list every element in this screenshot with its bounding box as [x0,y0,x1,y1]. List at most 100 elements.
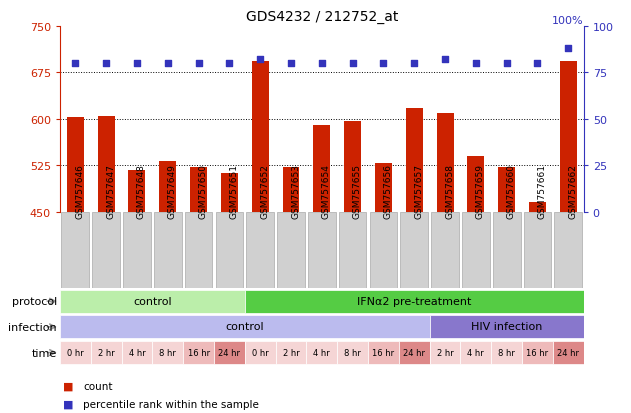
FancyBboxPatch shape [461,341,492,364]
Text: 4 hr: 4 hr [129,348,145,357]
Text: time: time [32,348,57,358]
Text: 8 hr: 8 hr [498,348,515,357]
Text: 2 hr: 2 hr [98,348,115,357]
Bar [375,164,392,212]
Text: GSM757651: GSM757651 [230,164,239,218]
FancyBboxPatch shape [152,341,183,364]
Point [440,57,450,64]
Bar [529,202,546,212]
FancyBboxPatch shape [339,212,367,289]
Text: GSM757652: GSM757652 [260,164,269,218]
Point [286,61,296,67]
Text: GSM757650: GSM757650 [199,164,208,218]
Bar [283,168,300,212]
Text: 0 hr: 0 hr [67,348,84,357]
Text: 0 hr: 0 hr [252,348,269,357]
Text: 24 hr: 24 hr [403,348,425,357]
FancyBboxPatch shape [368,341,399,364]
Text: 4 hr: 4 hr [314,348,330,357]
FancyBboxPatch shape [276,341,307,364]
FancyBboxPatch shape [183,341,214,364]
Text: 24 hr: 24 hr [557,348,579,357]
Text: GSM757655: GSM757655 [353,164,362,218]
Text: control: control [133,296,172,306]
FancyBboxPatch shape [492,341,522,364]
Text: GSM757654: GSM757654 [322,164,331,218]
Text: protocol: protocol [11,297,57,306]
Point [101,61,111,67]
FancyBboxPatch shape [60,341,91,364]
Text: 2 hr: 2 hr [283,348,299,357]
FancyBboxPatch shape [370,212,398,289]
FancyBboxPatch shape [430,341,461,364]
Point [225,61,235,67]
Bar [498,168,515,212]
Text: 8 hr: 8 hr [344,348,361,357]
Text: GSM757649: GSM757649 [168,164,177,218]
FancyBboxPatch shape [245,290,584,313]
Text: GSM757658: GSM757658 [445,164,454,218]
FancyBboxPatch shape [60,290,245,313]
Text: GSM757657: GSM757657 [414,164,423,218]
Bar [406,109,423,212]
Bar [437,114,454,212]
Text: 100%: 100% [552,16,584,26]
Text: GSM757659: GSM757659 [476,164,485,218]
Point [471,61,481,67]
Bar [314,126,330,212]
Text: 24 hr: 24 hr [218,348,240,357]
Text: control: control [225,322,264,332]
FancyBboxPatch shape [214,341,245,364]
Bar [190,167,207,212]
FancyBboxPatch shape [337,341,368,364]
Bar [252,62,269,212]
FancyBboxPatch shape [91,341,122,364]
Point [194,61,204,67]
FancyBboxPatch shape [308,212,336,289]
FancyBboxPatch shape [123,212,151,289]
Text: ■: ■ [63,399,74,409]
Text: GSM757656: GSM757656 [384,164,392,218]
Text: GSM757648: GSM757648 [137,164,146,218]
FancyBboxPatch shape [524,212,551,289]
Text: GSM757653: GSM757653 [291,164,300,218]
Title: GDS4232 / 212752_at: GDS4232 / 212752_at [245,10,398,24]
Text: 8 hr: 8 hr [160,348,176,357]
FancyBboxPatch shape [277,212,305,289]
Bar [344,121,361,212]
Text: ■: ■ [63,381,74,391]
Point [348,61,358,67]
Text: GSM757662: GSM757662 [569,164,577,218]
FancyBboxPatch shape [60,316,430,339]
Point [255,57,265,64]
FancyBboxPatch shape [555,212,582,289]
FancyBboxPatch shape [246,212,274,289]
Text: 16 hr: 16 hr [372,348,394,357]
Text: 4 hr: 4 hr [468,348,484,357]
FancyBboxPatch shape [61,212,89,289]
Text: 2 hr: 2 hr [437,348,454,357]
Text: infection: infection [8,322,57,332]
FancyBboxPatch shape [122,341,152,364]
Bar [98,117,115,212]
Text: GSM757647: GSM757647 [106,164,115,218]
Point [132,61,142,67]
Text: count: count [83,381,113,391]
Point [502,61,512,67]
Point [563,46,574,52]
FancyBboxPatch shape [399,341,430,364]
Bar [468,157,485,212]
FancyBboxPatch shape [522,341,553,364]
FancyBboxPatch shape [92,212,120,289]
FancyBboxPatch shape [307,341,337,364]
Text: IFNα2 pre-treatment: IFNα2 pre-treatment [357,296,471,306]
Point [317,61,327,67]
Bar [159,161,176,212]
FancyBboxPatch shape [430,316,584,339]
Text: 16 hr: 16 hr [187,348,209,357]
Text: GSM757646: GSM757646 [75,164,85,218]
Point [533,61,543,67]
Bar [560,62,577,212]
Point [379,61,389,67]
FancyBboxPatch shape [216,212,244,289]
